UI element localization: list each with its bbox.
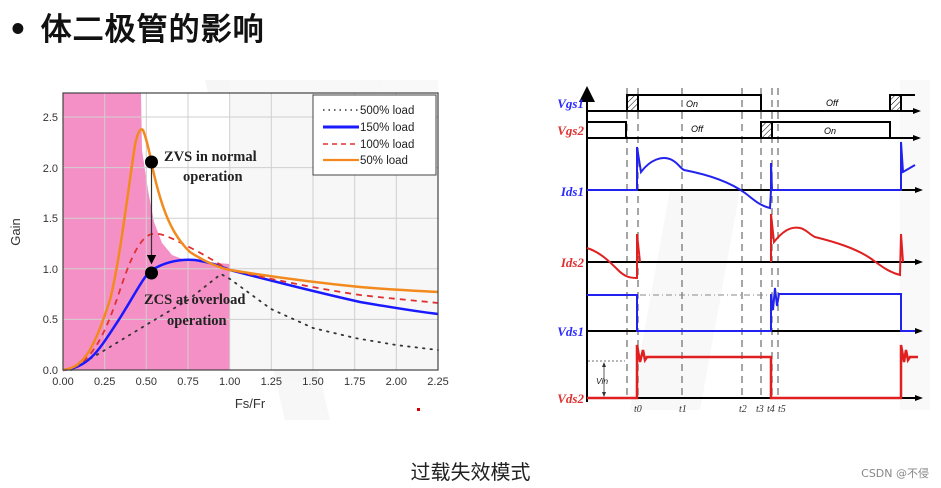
- svg-text:1.25: 1.25: [261, 376, 282, 388]
- label-ids1: Ids1: [560, 184, 584, 199]
- svg-text:t5: t5: [778, 404, 786, 415]
- svg-text:0.00: 0.00: [52, 376, 73, 388]
- slide-title: • 体二极管的影响: [8, 12, 265, 48]
- svg-text:2.25: 2.25: [427, 376, 448, 388]
- svg-text:1.00: 1.00: [219, 376, 240, 388]
- y-tick-labels: 0.0 0.5 1.0 1.5 2.0 2.5: [43, 112, 58, 377]
- zcs-annotation: ZCS at overload operation: [144, 292, 246, 329]
- series-100-load: [62, 232, 439, 371]
- svg-text:1.75: 1.75: [344, 376, 365, 388]
- vds1-waveform: [587, 287, 915, 332]
- x-axis-label: Fs/Fr: [235, 396, 266, 411]
- svg-text:t4: t4: [767, 404, 775, 415]
- svg-text:t0: t0: [634, 404, 642, 415]
- series-500-load: [70, 272, 439, 371]
- gain-chart: ZVS in normal operation ZCS at overload op…: [8, 92, 449, 411]
- label-ids2: Ids2: [560, 255, 585, 270]
- svg-text:0.5: 0.5: [43, 314, 58, 326]
- svg-text:2.5: 2.5: [43, 112, 58, 124]
- vgs2-gate-signal: [587, 121, 891, 139]
- red-dot-mark: [417, 408, 420, 411]
- svg-text:0.50: 0.50: [136, 376, 157, 388]
- svg-text:0.25: 0.25: [94, 376, 115, 388]
- zvs-annotation: ZVS in normal operation: [164, 149, 257, 185]
- vgs1-off-label: Off: [826, 98, 840, 108]
- waveform-diagram: On Off Off On Vin Vgs1 Vgs2 Ids1 Ids2 Vd…: [557, 86, 923, 415]
- vgs1-gate-signal: [626, 94, 915, 112]
- svg-text:1.50: 1.50: [302, 376, 323, 388]
- series-50-load: [62, 128, 439, 372]
- vin-indicator: Vin: [588, 360, 625, 397]
- y-axis-label: Gain: [8, 218, 23, 245]
- vgs2-off-label: Off: [691, 124, 705, 134]
- svg-text:Vin: Vin: [596, 376, 608, 386]
- svg-text:1.0: 1.0: [43, 264, 58, 276]
- vgs1-on-label: On: [686, 99, 698, 109]
- zvs-point: [145, 155, 158, 169]
- series-150-load: [62, 258, 439, 372]
- svg-text:2.00: 2.00: [386, 376, 407, 388]
- svg-text:500% load: 500% load: [360, 105, 414, 117]
- ids1-waveform: [587, 141, 916, 210]
- legend: 500% load 150% load 100% load 50% load: [312, 94, 437, 176]
- svg-text:50% load: 50% load: [360, 155, 408, 167]
- svg-text:0.0: 0.0: [43, 365, 58, 377]
- svg-text:1.5: 1.5: [43, 213, 58, 225]
- label-vgs1: Vgs1: [557, 96, 584, 111]
- svg-text:100% load: 100% load: [360, 139, 414, 151]
- slide-caption: 过载失效模式: [410, 460, 531, 484]
- ids2-waveform: [586, 213, 904, 280]
- svg-text:t2: t2: [739, 404, 747, 415]
- svg-text:0.75: 0.75: [177, 376, 198, 388]
- vds2-waveform: [587, 344, 918, 400]
- x-tick-labels: 0.00 0.25 0.50 0.75 1.00 1.25 1.50 1.75 …: [52, 376, 448, 388]
- vgs2-on-label: On: [824, 126, 836, 136]
- signal-labels: Vgs1 Vgs2 Ids1 Ids2 Vds1 Vds2: [557, 96, 584, 406]
- svg-text:2.0: 2.0: [43, 163, 58, 175]
- label-vgs2: Vgs2: [557, 123, 584, 138]
- label-vds1: Vds1: [557, 324, 584, 339]
- svg-text:t1: t1: [679, 404, 687, 415]
- csdn-watermark: CSDN @不侵: [861, 467, 929, 480]
- svg-text:t3: t3: [756, 404, 764, 415]
- time-marker-labels: t0 t1 t2 t3 t4 t5: [634, 404, 786, 415]
- svg-text:150% load: 150% load: [360, 122, 414, 134]
- label-vds2: Vds2: [557, 391, 584, 406]
- zcs-point: [145, 266, 158, 280]
